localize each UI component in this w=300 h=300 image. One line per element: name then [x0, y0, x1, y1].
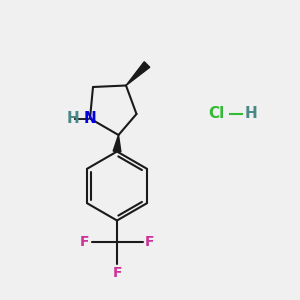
Text: Cl: Cl — [208, 106, 224, 122]
Text: H: H — [67, 111, 80, 126]
Text: F: F — [112, 266, 122, 280]
Text: N: N — [84, 111, 96, 126]
Polygon shape — [113, 135, 121, 152]
Text: F: F — [80, 235, 89, 248]
Text: F: F — [145, 235, 154, 248]
Polygon shape — [126, 62, 150, 86]
Text: H: H — [244, 106, 257, 122]
